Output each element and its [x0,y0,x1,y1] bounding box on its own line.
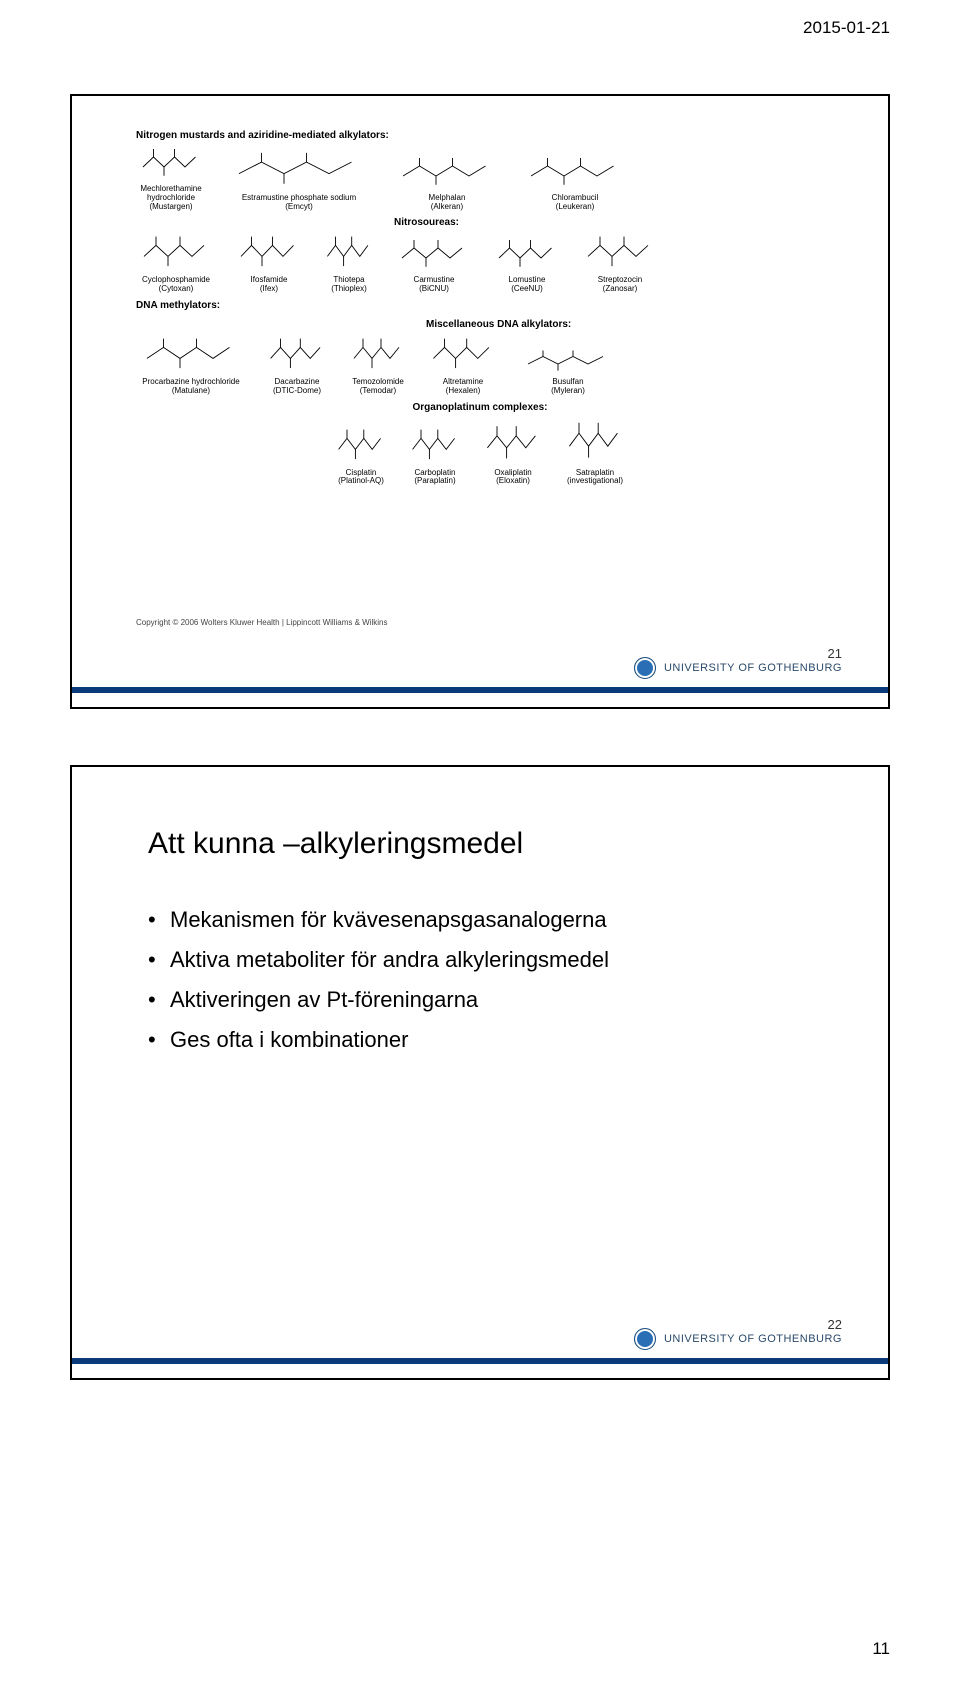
chem-label: Chlorambucil (Leukeran) [552,194,599,212]
chem-item: Oxaliplatin (Eloxatin) [481,419,545,487]
footer-bar [72,687,888,693]
logo-medallion-icon [634,657,656,679]
chem-label: Estramustine phosphate sodium (Emcyt) [242,194,356,212]
chem-row: Carmustine (BiCNU) Lomustine (CeeNU) Str… [394,230,660,294]
chem-structures-area: Nitrogen mustards and aziridine-mediated… [136,124,824,625]
slides-container: Nitrogen mustards and aziridine-mediated… [70,94,890,1380]
chem-label: Altretamine (Hexalen) [443,378,483,396]
slide-2: Att kunna –alkyleringsmedel Mekanismen f… [70,765,890,1380]
logo-text: UNIVERSITY OF GOTHENBURG [664,1333,842,1345]
chem-section-subtitle: Miscellaneous DNA alkylators: [426,319,571,330]
page-date: 2015-01-21 [803,18,890,38]
chem-section-title: Organoplatinum complexes: [136,402,824,413]
chem-structure-icon [348,332,408,376]
chem-structure-icon [333,423,389,467]
chem-label: Melphalan (Alkeran) [429,194,466,212]
chem-item: Melphalan (Alkeran) [392,152,502,212]
chem-section-title: DNA methylators: [136,300,824,311]
bullet-item: Mekanismen för kvävesenapsgasanalogerna [148,907,609,933]
university-logo: UNIVERSITY OF GOTHENBURG [634,1328,842,1350]
chem-structure-icon [518,346,618,376]
chem-item: Carboplatin (Paraplatin) [407,423,463,487]
chem-item: Lomustine (CeeNU) [492,234,562,294]
chem-label: Cyclophosphamide (Cytoxan) [142,276,210,294]
chem-item: Thiotepa (Thioplex) [322,230,376,294]
chem-item: Satraplatin (investigational) [563,415,627,487]
chem-item: Altretamine (Hexalen) [426,332,500,396]
bullet-item: Aktiveringen av Pt-föreningarna [148,987,609,1013]
chem-label: Ifosfamide (Ifex) [251,276,288,294]
university-logo: UNIVERSITY OF GOTHENBURG [634,657,842,679]
chem-label: Mechlorethamine hydrochloride (Mustargen… [140,185,201,211]
chem-structure-icon [392,152,502,192]
chem-label: Satraplatin (investigational) [567,469,623,487]
bullet-item: Ges ofta i kombinationer [148,1027,609,1053]
slide-1-body: Nitrogen mustards and aziridine-mediated… [72,96,888,707]
page-number: 11 [872,1639,890,1659]
chem-row: Procarbazine hydrochloride (Matulane) Da… [136,313,824,396]
slide-1: Nitrogen mustards and aziridine-mediated… [70,94,890,709]
chem-structure-icon [322,230,376,274]
chem-structure-icon [136,332,246,376]
footer-bar [72,1358,888,1364]
chem-structure-icon [136,143,206,183]
page: 2015-01-21 Nitrogen mustards and aziridi… [0,0,960,1683]
chem-item: Estramustine phosphate sodium (Emcyt) [224,146,374,212]
chem-item: Temozolomide (Temodar) [348,332,408,396]
chem-label: Lomustine (CeeNU) [509,276,546,294]
chem-item: Chlorambucil (Leukeran) [520,152,630,212]
chem-structure-icon [224,146,374,192]
chem-structure-icon [580,230,660,274]
chem-item: Mechlorethamine hydrochloride (Mustargen… [136,143,206,211]
chem-structure-icon [264,332,330,376]
chem-structure-icon [394,234,474,274]
chem-label: Cisplatin (Platinol-AQ) [338,469,384,487]
chem-structure-icon [563,415,627,467]
chem-structure-icon [426,332,500,376]
chem-label: Temozolomide (Temodar) [352,378,404,396]
chem-section-title: Nitrogen mustards and aziridine-mediated… [136,130,824,141]
slide-2-bullet-list: Mekanismen för kvävesenapsgasanalogerna A… [148,907,609,1067]
chem-section-subtitle: Nitrosoureas: [394,217,459,228]
chem-structure-icon [407,423,463,467]
chem-structure-icon [234,230,304,274]
chem-item: Cyclophosphamide (Cytoxan) [136,230,216,294]
slide-2-body: Att kunna –alkyleringsmedel Mekanismen f… [72,767,888,1378]
chem-label: Busulfan (Myleran) [551,378,585,396]
chem-item: Streptozocin (Zanosar) [580,230,660,294]
logo-text: UNIVERSITY OF GOTHENBURG [664,662,842,674]
slide-footer: UNIVERSITY OF GOTHENBURG [72,645,888,707]
chem-structure-icon [481,419,545,467]
slide-footer: UNIVERSITY OF GOTHENBURG [72,1316,888,1378]
copyright-text: Copyright © 2006 Wolters Kluwer Health |… [136,618,387,627]
chem-row: Cyclophosphamide (Cytoxan) Ifosfamide (I… [136,211,824,294]
chem-row: Cisplatin (Platinol-AQ) Carboplatin (Par… [136,415,824,487]
chem-label: Dacarbazine (DTIC-Dome) [273,378,321,396]
chem-structure-icon [136,230,216,274]
chem-label: Procarbazine hydrochloride (Matulane) [142,378,239,396]
chem-label: Oxaliplatin (Eloxatin) [494,469,531,487]
chem-structure-icon [520,152,630,192]
slide-2-title: Att kunna –alkyleringsmedel [148,827,523,861]
chem-item: Ifosfamide (Ifex) [234,230,304,294]
bullet-item: Aktiva metaboliter för andra alkylerings… [148,947,609,973]
chem-item: Dacarbazine (DTIC-Dome) [264,332,330,396]
chem-label: Streptozocin (Zanosar) [598,276,642,294]
chem-label: Carboplatin (Paraplatin) [414,469,455,487]
chem-row: Altretamine (Hexalen) Busulfan (Myleran) [426,332,618,396]
chem-item: Carmustine (BiCNU) [394,234,474,294]
logo-medallion-icon [634,1328,656,1350]
chem-item: Busulfan (Myleran) [518,346,618,396]
chem-item: Cisplatin (Platinol-AQ) [333,423,389,487]
chem-label: Carmustine (BiCNU) [414,276,455,294]
chem-row: Mechlorethamine hydrochloride (Mustargen… [136,143,824,211]
chem-label: Thiotepa (Thioplex) [331,276,367,294]
chem-item: Procarbazine hydrochloride (Matulane) [136,332,246,396]
chem-structure-icon [492,234,562,274]
